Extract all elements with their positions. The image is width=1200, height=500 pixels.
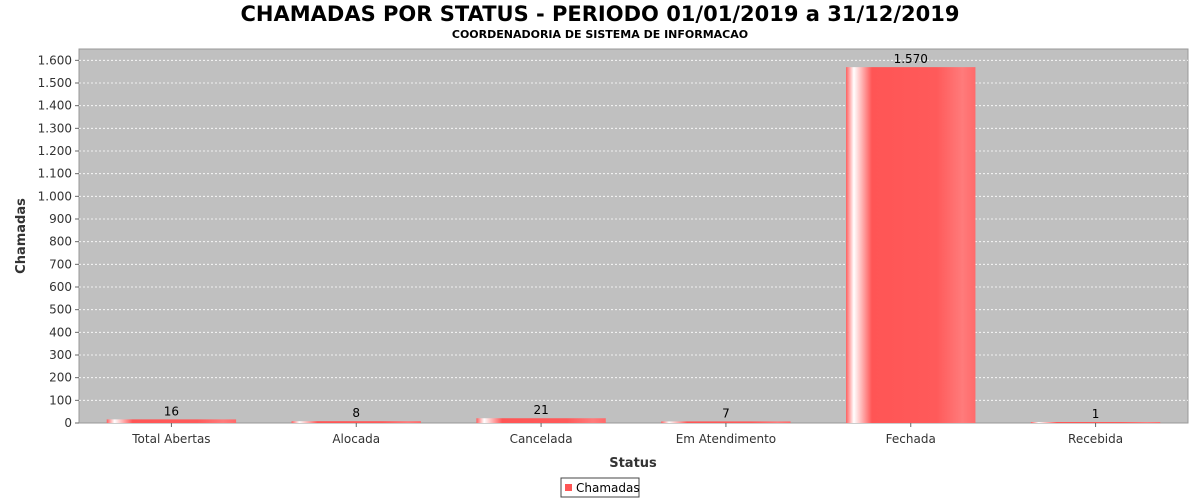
y-tick-label: 800 <box>49 235 72 249</box>
bar-value-label: 21 <box>533 403 548 417</box>
chart-subtitle: COORDENADORIA DE SISTEMA DE INFORMACAO <box>452 28 748 41</box>
x-tick-label: Recebida <box>1068 432 1123 446</box>
bar-value-label: 1.570 <box>894 52 928 66</box>
y-tick-label: 200 <box>49 371 72 385</box>
y-tick-label: 1.500 <box>38 76 72 90</box>
legend-swatch <box>565 484 572 491</box>
bar <box>476 418 606 423</box>
chart-title: CHAMADAS POR STATUS - PERIODO 01/01/2019… <box>241 2 960 26</box>
x-tick-label: Cancelada <box>510 432 573 446</box>
grid-lines <box>79 59 1188 401</box>
x-axis-ticks: Total Abertas Alocada Cancelada Em Atendime… <box>131 423 1123 446</box>
bar-value-label: 7 <box>722 406 730 420</box>
x-tick-label: Alocada <box>332 432 380 446</box>
y-tick-label: 1.000 <box>38 189 72 203</box>
legend: Chamadas <box>560 477 640 498</box>
bar <box>846 67 976 423</box>
y-tick-label: 1.600 <box>38 53 72 67</box>
plot-area <box>78 48 1189 424</box>
bar <box>661 421 791 423</box>
legend-label: Chamadas <box>576 481 640 495</box>
y-tick-label: 1.100 <box>38 167 72 181</box>
x-tick-label: Fechada <box>886 432 936 446</box>
bars: 16 8 21 7 1.570 1 <box>106 52 1161 423</box>
y-tick-label: 400 <box>49 325 72 339</box>
y-tick-label: 1.300 <box>38 121 72 135</box>
x-axis-label: Status <box>609 456 657 471</box>
x-tick-label: Total Abertas <box>131 432 210 446</box>
y-tick-label: 700 <box>49 257 72 271</box>
y-tick-label: 500 <box>49 303 72 317</box>
bar-value-label: 8 <box>352 406 360 420</box>
y-tick-label: 1.400 <box>38 99 72 113</box>
bar-value-label: 16 <box>164 404 179 418</box>
bar <box>106 419 237 423</box>
y-tick-label: 1.200 <box>38 144 72 158</box>
y-tick-label: 600 <box>49 280 72 294</box>
y-tick-label: 0 <box>64 416 72 430</box>
bar <box>1030 422 1161 423</box>
y-tick-label: 100 <box>49 393 72 407</box>
y-tick-label: 300 <box>49 348 72 362</box>
bar <box>291 421 421 423</box>
legend-box <box>560 477 640 498</box>
y-tick-label: 900 <box>49 212 72 226</box>
bar-value-label: 1 <box>1092 407 1100 421</box>
y-axis-ticks: 0 100 200 300 400 500 600 700 800 900 1.000 1.100 1.… <box>38 53 79 430</box>
y-axis-label: Chamadas <box>14 198 29 274</box>
x-tick-label: Em Atendimento <box>676 432 776 446</box>
